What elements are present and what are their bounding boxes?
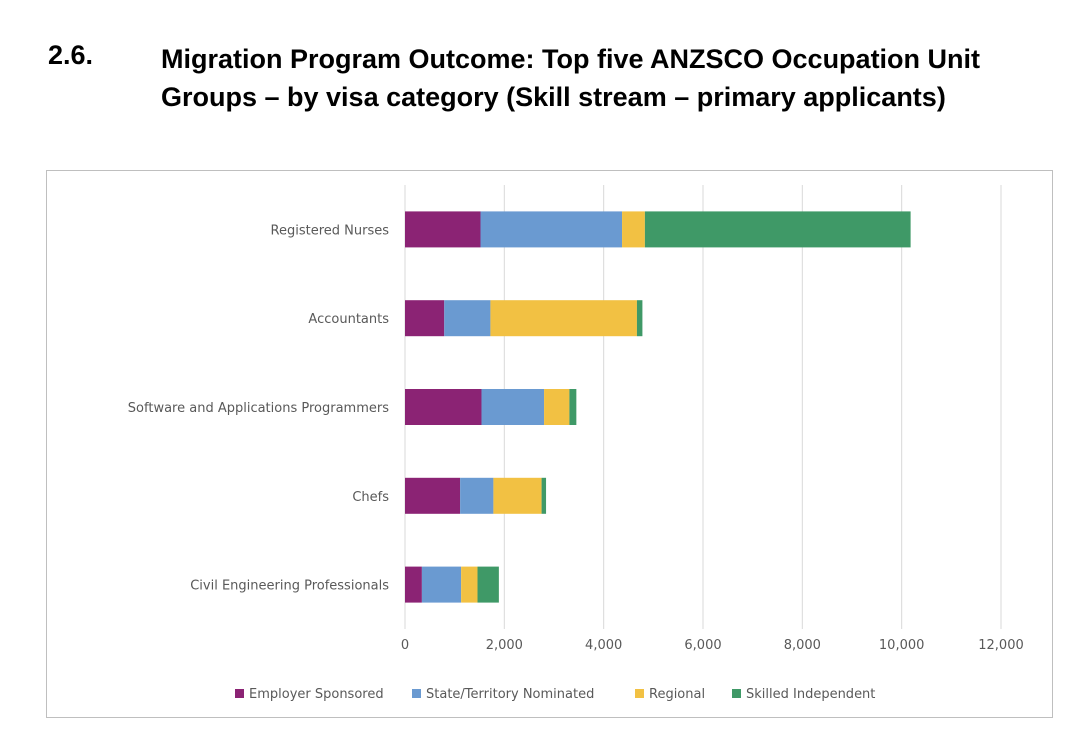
bar-segment (405, 477, 461, 514)
bar-segment (644, 211, 911, 248)
legend-label: Regional (649, 687, 705, 702)
legend-swatch (635, 689, 644, 698)
bar-segment (405, 211, 481, 248)
bar-segment (636, 300, 643, 337)
bar-segment (544, 389, 570, 425)
chart-container: 0 2,000 4,000 6,000 8,000 10,000 12,000 Registe… (46, 170, 1053, 718)
bar-segment (477, 566, 499, 603)
bar-segment (405, 389, 482, 425)
category-label: Registered Nurses (271, 223, 390, 238)
x-tick-label: 12,000 (978, 638, 1024, 653)
x-tick-label: 6,000 (684, 638, 721, 653)
bar-segment (405, 566, 422, 603)
bar-segment (493, 477, 542, 514)
legend-label: Employer Sponsored (249, 687, 384, 702)
section-number: 2.6. (48, 40, 94, 70)
bar-segment (622, 211, 645, 248)
bar-segment (481, 389, 545, 425)
x-tick-label: 8,000 (784, 638, 821, 653)
category-label: Civil Engineering Professionals (190, 579, 389, 594)
legend-swatch (412, 689, 421, 698)
x-tick-label: 10,000 (879, 638, 925, 653)
category-label: Chefs (352, 490, 389, 505)
legend-swatch (732, 689, 741, 698)
category-label: Software and Applications Programmers (128, 401, 389, 416)
bar-segment (421, 566, 462, 603)
page-title: Migration Program Outcome: Top five ANZS… (161, 44, 981, 112)
stacked-bar-chart: 0 2,000 4,000 6,000 8,000 10,000 12,000 Registe… (128, 185, 1024, 702)
bar-segment (569, 389, 577, 425)
legend-label: Skilled Independent (746, 687, 875, 702)
bar-segment (461, 566, 478, 603)
legend-swatch (235, 689, 244, 698)
legend-label: State/Territory Nominated (426, 687, 594, 702)
x-tick-label: 2,000 (486, 638, 523, 653)
bar-segment (444, 300, 491, 337)
bar-segment (490, 300, 637, 337)
bar-segment (405, 300, 445, 337)
category-label: Accountants (308, 312, 389, 327)
bar-segment (480, 211, 623, 248)
bar-segment (541, 477, 547, 514)
bar-segment (460, 477, 494, 514)
x-tick-label: 0 (401, 638, 409, 653)
x-tick-label: 4,000 (585, 638, 622, 653)
